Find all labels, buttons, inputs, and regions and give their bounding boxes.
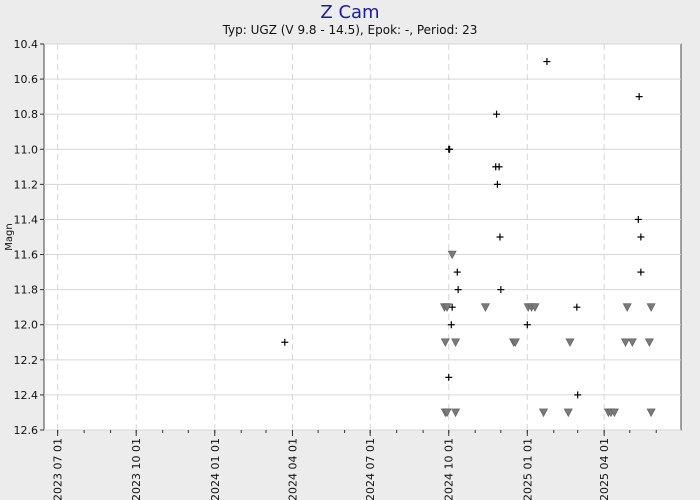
fainter-than-marker (563, 408, 573, 418)
fainter-than-marker (451, 338, 461, 347)
fainter-than-marker (646, 303, 656, 312)
y-tick-label: 11.4 (14, 213, 39, 226)
observation-point (497, 286, 505, 294)
observation-point (447, 321, 455, 329)
x-tick-label: 2023 07 01 (52, 438, 65, 500)
fainter-than-marker (447, 250, 457, 260)
observation-point (453, 268, 461, 276)
fainter-than-marker (644, 338, 654, 347)
y-tick-label: 10.4 (14, 38, 39, 51)
observation-point (454, 286, 462, 294)
fainter-than-marker (646, 408, 656, 418)
fainter-than-marker (627, 338, 637, 347)
observation-point (445, 373, 453, 381)
fainter-than-marker (539, 408, 549, 418)
y-tick-label: 12.6 (14, 424, 39, 437)
chart-title: Z Cam (320, 2, 379, 23)
fainter-than-marker (440, 338, 450, 347)
fainter-than-marker (510, 338, 520, 347)
fainter-than-marker (620, 338, 630, 347)
y-tick-label: 11.8 (14, 284, 39, 297)
observation-point (637, 268, 645, 276)
fainter-than-marker (442, 303, 452, 312)
x-tick-label: 2024 10 01 (443, 438, 456, 500)
grid (44, 43, 681, 431)
y-axis-label: Magn (4, 223, 15, 250)
fainter-than-marker (480, 303, 490, 312)
y-tick-label: 12.2 (14, 354, 39, 367)
fainter-than-marker (622, 303, 632, 312)
observation-point (523, 321, 531, 329)
fainter-than-marker (530, 303, 540, 312)
x-tick-label: 2025 04 01 (598, 438, 611, 500)
y-tick-label: 10.8 (14, 108, 39, 121)
observation-point (635, 93, 643, 101)
observation-point (574, 391, 582, 399)
observation-point (446, 145, 454, 153)
y-tick-label: 11.0 (14, 143, 39, 156)
x-tick-label: 2024 07 01 (364, 438, 377, 500)
fainter-than-marker (442, 408, 452, 418)
y-tick-label: 11.6 (14, 249, 39, 262)
y-tick-label: 11.2 (14, 178, 39, 191)
x-tick-label: 2025 01 01 (521, 438, 534, 500)
x-tick-label: 2024 01 01 (209, 438, 222, 500)
plot-area (43, 43, 682, 431)
x-tick-label: 2023 10 01 (130, 438, 143, 500)
observation-point (493, 180, 501, 188)
observation-point (495, 163, 503, 171)
y-tick-label: 12.0 (14, 319, 39, 332)
fainter-than-marker (609, 408, 619, 418)
y-tick-label: 10.6 (14, 73, 39, 86)
observation-point (448, 303, 456, 311)
fainter-than-marker (565, 338, 575, 347)
observation-point (573, 303, 581, 311)
chart-subtitle: Typ: UGZ (V 9.8 - 14.5), Epok: -, Period… (222, 23, 478, 37)
observation-point (496, 233, 504, 241)
data-points (281, 58, 656, 418)
observation-point (543, 58, 551, 66)
observation-point (281, 338, 289, 346)
fainter-than-marker (451, 408, 461, 418)
observation-point (637, 233, 645, 241)
observation-point (634, 215, 642, 223)
y-tick-label: 12.4 (14, 389, 39, 402)
observation-point (493, 110, 501, 118)
axes: 10.4 10.6 10.8 11.0 11.2 11.4 11.6 11.8 12.0 12.2… (14, 38, 657, 500)
x-tick-label: 2024 04 01 (286, 438, 299, 500)
